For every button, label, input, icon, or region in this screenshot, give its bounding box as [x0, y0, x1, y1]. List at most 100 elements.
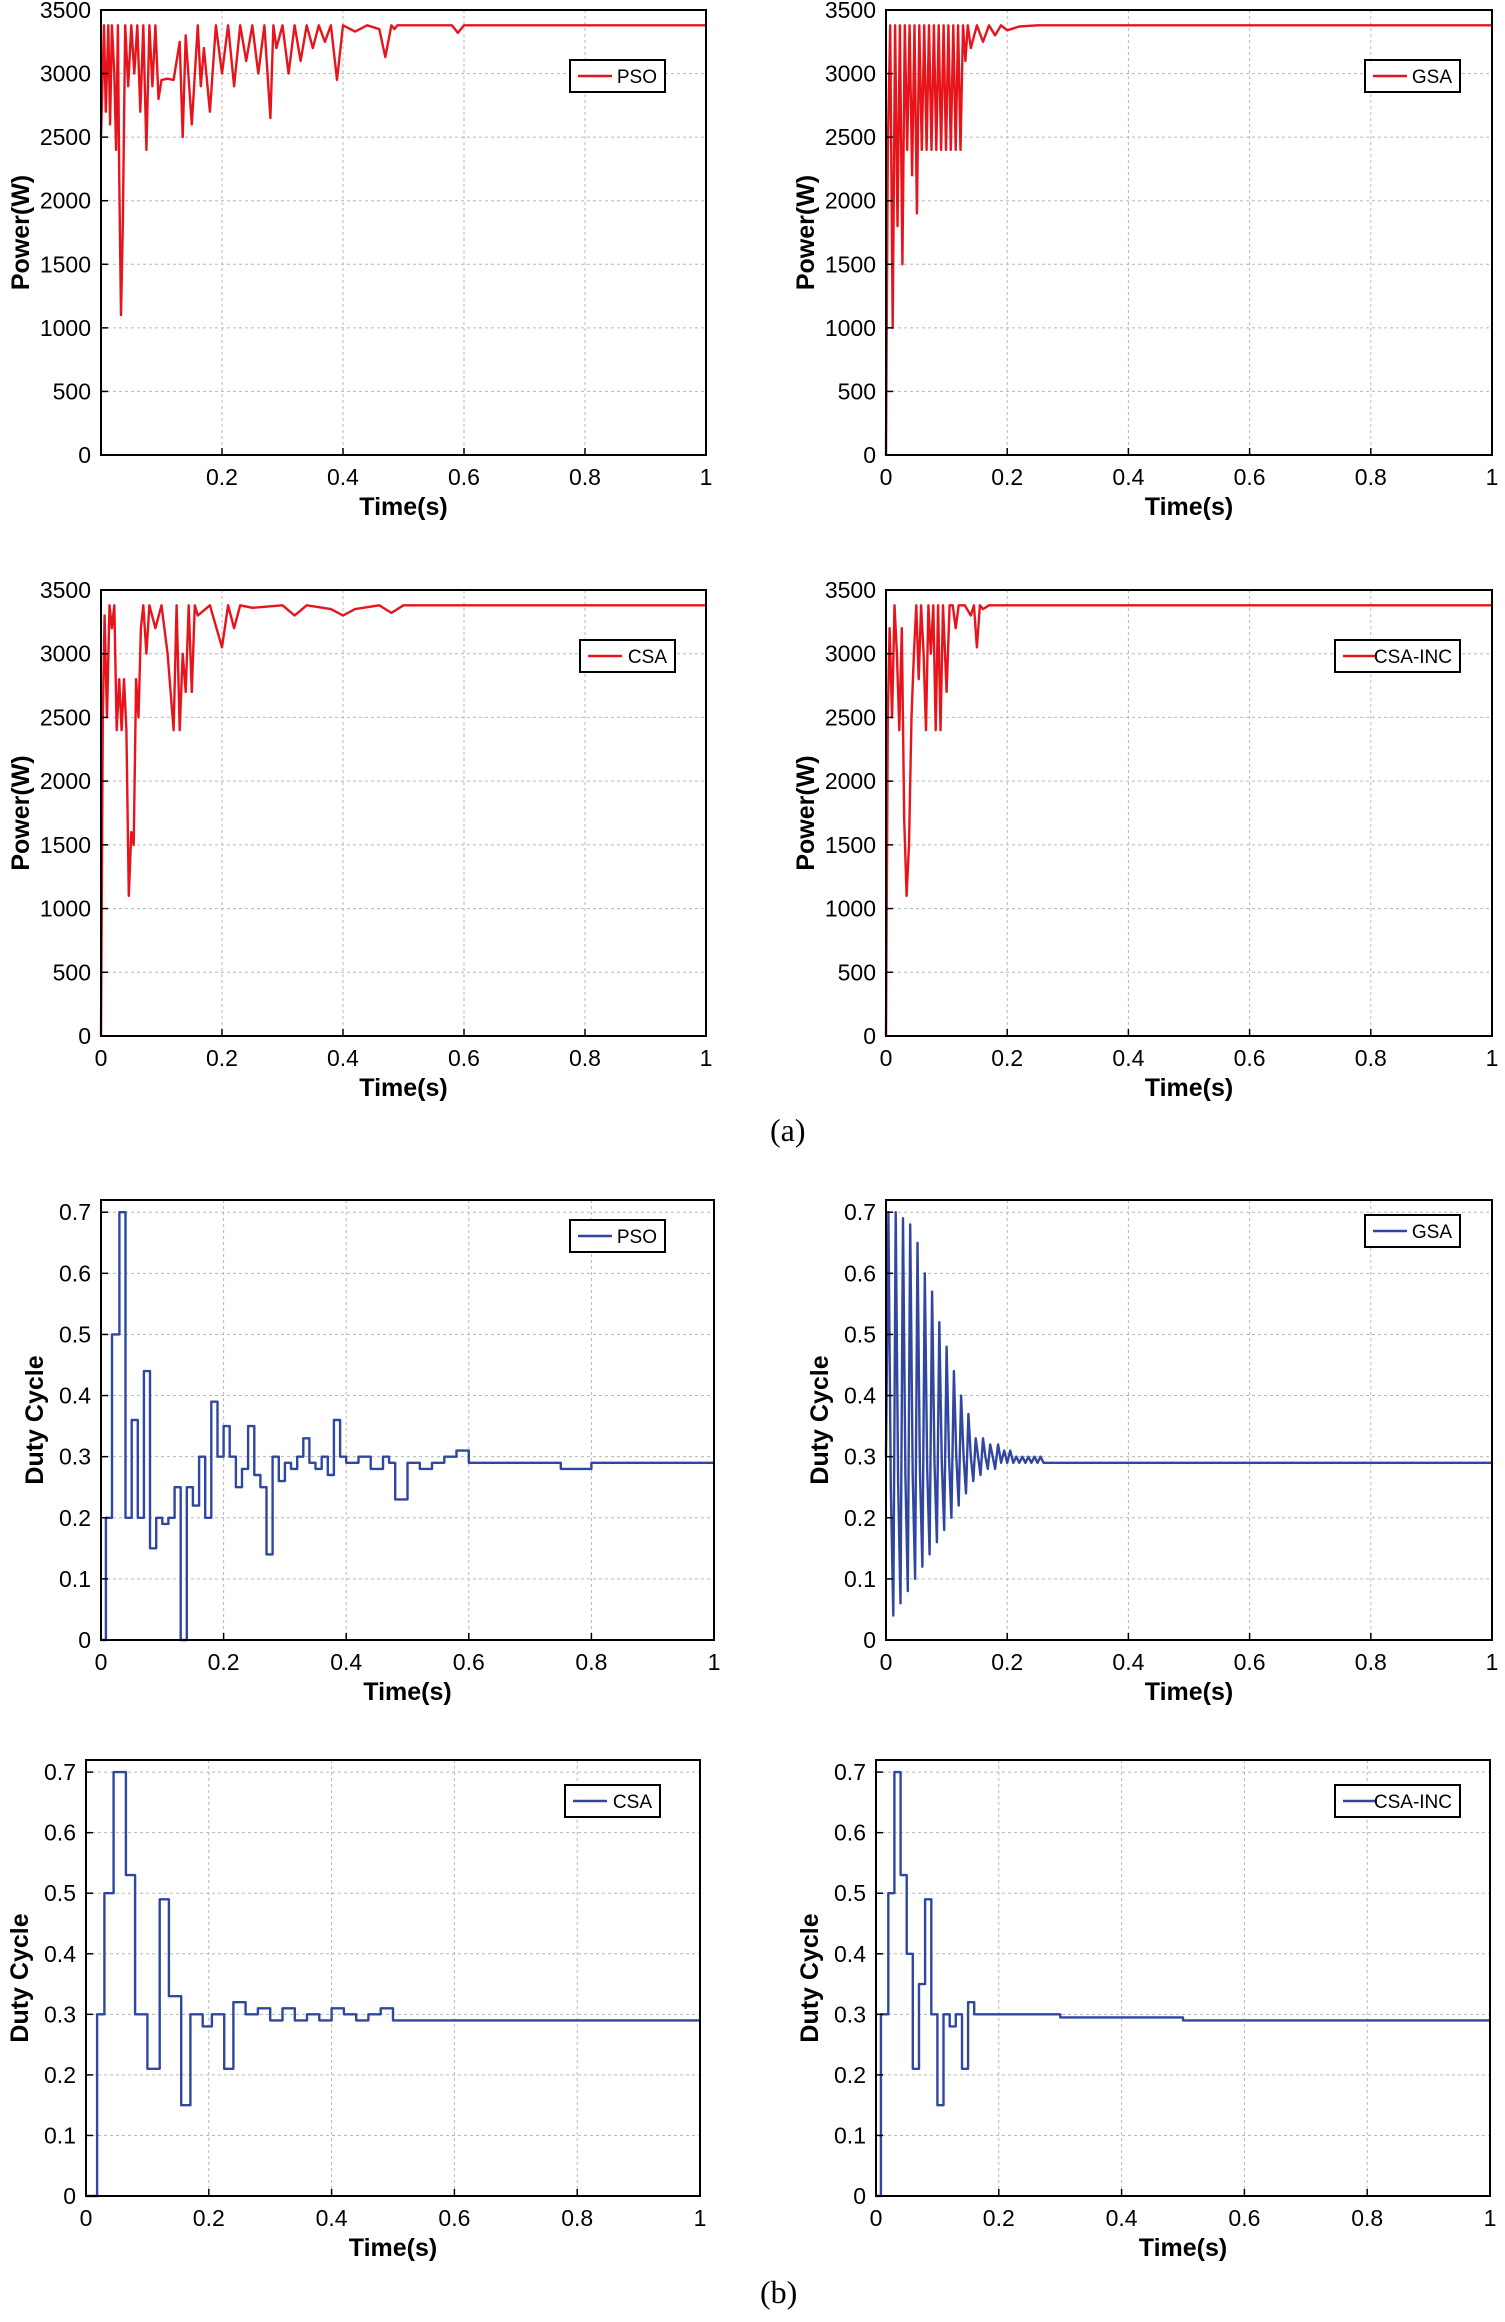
y-tick-label: 0.7 [44, 1759, 76, 1785]
y-tick-label: 3500 [825, 577, 876, 603]
y-tick-label: 3500 [40, 577, 91, 603]
y-tick-label: 0.2 [44, 2062, 76, 2088]
x-axis-label: Time(s) [1139, 2234, 1227, 2262]
x-tick-label: 0.8 [575, 1649, 607, 1675]
y-tick-label: 0 [78, 442, 91, 468]
x-tick-label: 0.2 [193, 2205, 225, 2231]
x-tick-label: 0.6 [453, 1649, 485, 1675]
legend: CSA [579, 639, 676, 673]
y-tick-label: 0.6 [59, 1260, 91, 1286]
y-tick-label: 0.1 [844, 1566, 876, 1592]
plot-area [886, 1200, 1492, 1640]
y-tick-label: 0.4 [44, 1941, 76, 1967]
x-tick-label: 0.6 [448, 464, 480, 490]
series-line-CSA [99, 604, 706, 1037]
y-tick-label: 2000 [40, 188, 91, 214]
y-axis-label: Power(W) [792, 755, 820, 870]
y-tick-label: 0.2 [834, 2062, 866, 2088]
x-tick-label: 0 [95, 1045, 108, 1071]
y-tick-label: 3000 [825, 641, 876, 667]
chart-p-csa: 0 0.2 0.4 0.6 0.8 1 0 500 1000 1500 2000 2500 3000 35… [7, 577, 712, 1102]
chart-d-gsa: 0 0.2 0.4 0.6 0.8 1 0 0.1 0.2 0.3 0.4 0.5 0.6 0.7 Time… [806, 1199, 1498, 1706]
axes-frame [100, 1199, 715, 1641]
y-tick-label: 3000 [40, 641, 91, 667]
legend: PSO [569, 1219, 666, 1253]
x-tick-label: 0.2 [206, 1045, 238, 1071]
x-tick-label: 0.2 [206, 464, 238, 490]
x-axis-label: Time(s) [1145, 1074, 1233, 1102]
x-tick-label: 0.6 [1228, 2205, 1260, 2231]
y-tick-label: 500 [838, 959, 876, 985]
x-tick-label: 0.6 [438, 2205, 470, 2231]
y-tick-label: 0.7 [59, 1199, 91, 1225]
x-tick-label: 1 [694, 2205, 707, 2231]
series-line-CSA-INC [876, 1770, 1490, 2198]
series-line-PSO [99, 24, 706, 317]
legend: CSA-INC [1334, 1784, 1461, 1818]
y-tick-label: 3500 [825, 0, 876, 23]
x-tick-label: 1 [1486, 1649, 1499, 1675]
chart-d-pso: 0 0.2 0.4 0.6 0.8 1 0 0.1 0.2 0.3 0.4 0.5 0.6 0.7 Time… [21, 1199, 720, 1706]
legend-label: GSA [1412, 1222, 1452, 1243]
x-tick-label: 0.4 [327, 464, 359, 490]
y-tick-label: 0 [853, 2183, 866, 2209]
x-tick-label: 1 [700, 1045, 713, 1071]
y-tick-label: 0.5 [44, 1880, 76, 1906]
y-tick-label: 0.3 [844, 1444, 876, 1470]
legend-box [1334, 1784, 1461, 1818]
x-tick-label: 0.2 [208, 1649, 240, 1675]
series-line-CSA-INC [884, 604, 1492, 1037]
axes-frame [885, 9, 1493, 456]
chart-d-csainc: 0 0.2 0.4 0.6 0.8 1 0 0.1 0.2 0.3 0.4 0.5 0.6 0.7 Time… [796, 1759, 1496, 2262]
x-tick-label: 0.8 [569, 1045, 601, 1071]
x-tick-label: 0.4 [330, 1649, 362, 1675]
y-tick-label: 1500 [40, 832, 91, 858]
y-tick-label: 1000 [825, 315, 876, 341]
x-axis-label: Time(s) [359, 493, 447, 521]
x-tick-label: 0 [870, 2205, 883, 2231]
chart-p-csainc: 0 0.2 0.4 0.6 0.8 1 0 500 1000 1500 2000 2500 3000 35… [792, 577, 1498, 1102]
axes-frame [875, 1759, 1491, 2197]
x-tick-label: 0.4 [1106, 2205, 1138, 2231]
axes-frame [885, 1199, 1493, 1641]
y-axis-label: Duty Cycle [6, 1913, 34, 2042]
x-tick-label: 0.6 [1234, 1649, 1266, 1675]
x-tick-label: 1 [1486, 464, 1499, 490]
x-tick-label: 0 [880, 1045, 893, 1071]
x-axis-label: Time(s) [1145, 493, 1233, 521]
y-tick-label: 0.1 [834, 2122, 866, 2148]
y-tick-label: 0.6 [834, 1820, 866, 1846]
y-tick-label: 500 [53, 959, 91, 985]
x-tick-label: 0.8 [569, 464, 601, 490]
x-tick-label: 0.8 [1355, 464, 1387, 490]
y-tick-label: 0.7 [844, 1199, 876, 1225]
y-tick-label: 0.3 [44, 2001, 76, 2027]
chart-p-gsa: 0 0.2 0.4 0.6 0.8 1 0 500 1000 1500 2000 2500 3000 35… [792, 0, 1498, 521]
y-axis-label: Power(W) [7, 755, 35, 870]
caption-a: (a) [770, 1112, 806, 1148]
x-tick-label: 0.4 [1112, 464, 1144, 490]
x-tick-label: 0.2 [983, 2205, 1015, 2231]
y-tick-label: 0 [63, 2183, 76, 2209]
y-tick-label: 3000 [825, 61, 876, 87]
x-tick-label: 1 [708, 1649, 721, 1675]
y-tick-label: 0.6 [844, 1260, 876, 1286]
legend: CSA [564, 1784, 661, 1818]
x-tick-label: 0.8 [1351, 2205, 1383, 2231]
legend: CSA-INC [1334, 639, 1461, 673]
y-axis-label: Duty Cycle [806, 1355, 834, 1484]
y-tick-label: 0.5 [844, 1321, 876, 1347]
y-tick-label: 0.3 [59, 1444, 91, 1470]
y-axis-label: Power(W) [792, 175, 820, 290]
y-tick-label: 2500 [825, 124, 876, 150]
legend-label: CSA-INC [1374, 1792, 1452, 1813]
x-tick-label: 0.6 [1234, 1045, 1266, 1071]
y-tick-label: 0.2 [59, 1505, 91, 1531]
chart-d-csa: 0 0.2 0.4 0.6 0.8 1 0 0.1 0.2 0.3 0.4 0.5 0.6 0.7 Time… [6, 1759, 706, 2262]
x-tick-label: 0.4 [1112, 1045, 1144, 1071]
y-tick-label: 1500 [825, 832, 876, 858]
x-tick-label: 0 [880, 464, 893, 490]
legend: GSA [1364, 1214, 1461, 1248]
axes-frame [100, 9, 707, 456]
